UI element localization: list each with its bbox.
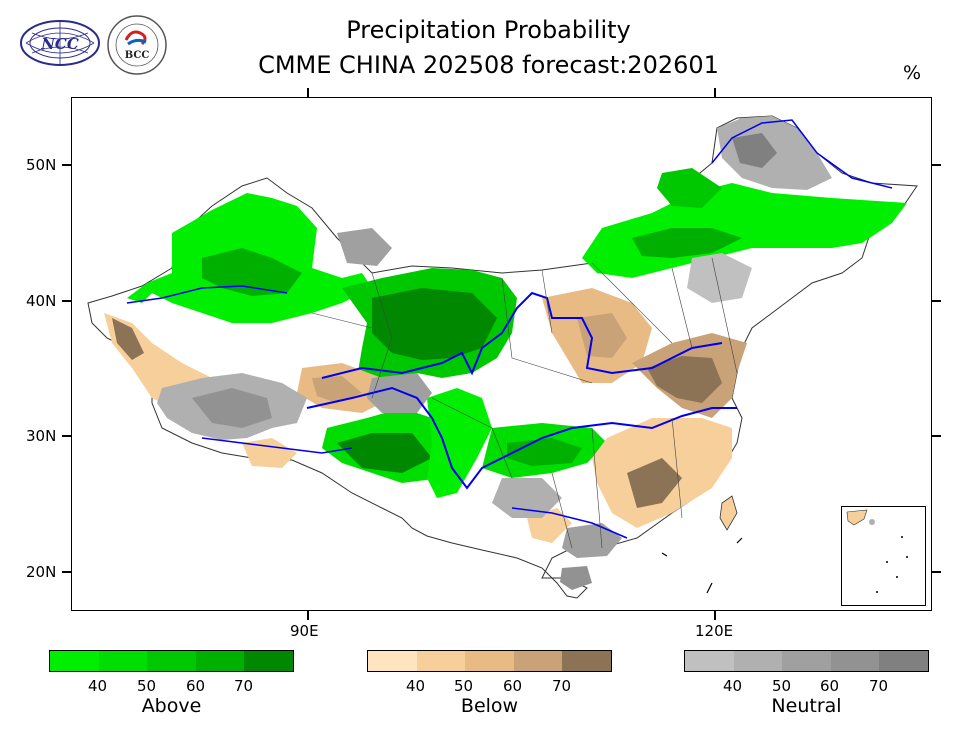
neutral-region-heilongjiang-dark (732, 133, 777, 168)
legend-above-label-40: 40 (88, 677, 108, 695)
legend-below-swatch-3 (465, 651, 514, 671)
y-label-30n: 30N (26, 427, 57, 445)
below-region-shandong-dark (647, 356, 722, 403)
x-label-120e: 120E (695, 622, 734, 640)
legend-neutral-swatch-2 (733, 651, 783, 671)
yellow-river (321, 291, 723, 379)
ncc-logo: NCC (18, 15, 102, 69)
legend-above-swatch-2 (98, 651, 148, 671)
legend-above-label-50: 50 (137, 677, 157, 695)
map-panel (71, 97, 932, 611)
y-tick-right-40n (932, 300, 941, 302)
neutral-region-guangdong (562, 523, 622, 558)
legend-above-bar (49, 650, 294, 672)
legend-below-label-40: 40 (406, 677, 426, 695)
neutral-region-hainan (560, 566, 592, 590)
legend-neutral-label-70: 70 (869, 677, 889, 695)
y-label-50n: 50N (26, 156, 57, 174)
tarim-river (126, 285, 288, 304)
y-tick-20n (62, 571, 71, 573)
above-region-sichuan (427, 388, 492, 498)
bcc-logo-text: BCC (125, 50, 150, 61)
legend-below-swatch-2 (416, 651, 466, 671)
legend-neutral-swatch-3 (782, 651, 831, 671)
y-tick-right-50n (932, 164, 941, 166)
neutral-region-hubei (367, 373, 432, 413)
y-label-40n: 40N (26, 292, 57, 310)
below-region-tibet-n-dark (312, 376, 362, 403)
legend-neutral-bar (684, 650, 929, 672)
province-borders (311, 257, 738, 549)
y-tick-50n (62, 164, 71, 166)
below-region-kashgar-dark (112, 318, 144, 360)
legend-below-swatch-4 (513, 651, 563, 671)
y-label-20n: 20N (26, 563, 57, 581)
neutral-region-qaidam (337, 228, 392, 266)
chart-subtitle: CMME CHINA 202508 forecast:202601 (258, 51, 719, 79)
neutral-region-yunnan (492, 478, 562, 518)
y-tick-right-20n (932, 571, 941, 573)
x-tick-120e (714, 611, 716, 620)
unit-label: % (903, 62, 922, 84)
top-tick-90e (307, 88, 309, 97)
legend-neutral-swatch-5 (879, 651, 928, 671)
legend-above-swatch-5 (244, 651, 293, 671)
south-china-sea-islands (661, 537, 743, 594)
legend-neutral-title: Neutral (771, 695, 842, 717)
legend-above-title: Above (141, 695, 202, 717)
south-china-sea-inset (841, 506, 926, 606)
bcc-logo: BCC (106, 14, 168, 76)
legend-below-bar (367, 650, 612, 672)
legend-neutral-swatch-4 (830, 651, 880, 671)
legend-neutral-label-60: 60 (820, 677, 840, 695)
below-region-shanxi-dark (577, 313, 627, 358)
yangtze-river (306, 386, 737, 490)
legend-below-swatch-1 (368, 651, 417, 671)
map-svg (87, 115, 918, 599)
legend-neutral-label-50: 50 (772, 677, 792, 695)
y-tick-right-30n (932, 435, 941, 437)
y-tick-40n (62, 300, 71, 302)
legend-neutral-label-40: 40 (723, 677, 743, 695)
chart-title: Precipitation Probability (346, 16, 631, 44)
legend-below-label-70: 70 (552, 677, 572, 695)
legend-neutral-swatch-1 (685, 651, 734, 671)
legend-below-label-60: 60 (503, 677, 523, 695)
legend-above-swatch-1 (50, 651, 99, 671)
legend-above-label-70: 70 (234, 677, 254, 695)
taiwan-island (719, 495, 738, 531)
legend-below-label-50: 50 (454, 677, 474, 695)
legend-above-swatch-4 (195, 651, 245, 671)
ncc-logo-text: NCC (40, 35, 79, 53)
neutral-region-liaoning (687, 253, 752, 303)
y-tick-30n (62, 435, 71, 437)
legend-below-swatch-5 (562, 651, 611, 671)
below-region-southeast-dark (627, 458, 682, 508)
above-region-qinghai-dark (372, 288, 497, 360)
above-region-im-dark (632, 228, 742, 258)
legend-above-label-60: 60 (186, 677, 206, 695)
legend-above-swatch-3 (147, 651, 196, 671)
above-region-tibet-se-dark (337, 433, 432, 473)
x-label-90e: 90E (290, 622, 319, 640)
legend-below-title: Below (460, 695, 519, 717)
x-tick-90e (307, 611, 309, 620)
pearl-river (511, 507, 628, 539)
above-region-hinggan (657, 168, 722, 208)
below-region-tibet-s (242, 438, 297, 468)
brahmaputra-river (201, 437, 353, 454)
neutral-region-tibet-w-dark (192, 388, 272, 428)
above-region-xinjiang-dark (202, 248, 302, 296)
above-region-guizhou-dark (507, 438, 582, 466)
heilong-river (711, 119, 893, 189)
top-tick-120e (714, 88, 716, 97)
